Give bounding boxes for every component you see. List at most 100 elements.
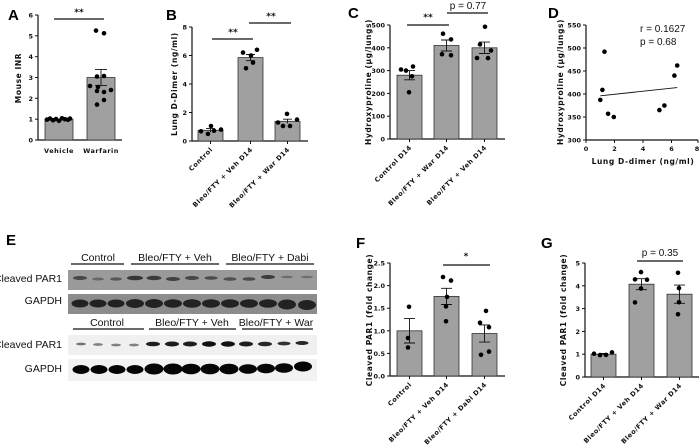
panel-e: E Control Bleo/FTY + Veh Bleo/FTY + Dabi… <box>0 232 317 381</box>
panel-letter-b: B <box>166 7 177 24</box>
sig-label-a: ** <box>74 8 84 18</box>
svg-text:6: 6 <box>28 12 33 20</box>
sig-label-b1: ** <box>228 28 238 38</box>
panel-b: B Lung D-Dimer (ng/ml) 0 2 4 6 8 ** <box>166 7 308 210</box>
bar-c-veh <box>471 47 498 140</box>
svg-text:0: 0 <box>575 374 580 382</box>
y-ticks-g: 0 1 2 3 4 5 <box>575 260 585 382</box>
svg-text:350: 350 <box>567 114 581 122</box>
blot-top-par1-membrane <box>68 270 317 290</box>
correlation-r: r = 0.1627 <box>640 24 686 35</box>
svg-text:0.5: 0.5 <box>373 350 385 358</box>
points-c <box>398 24 494 95</box>
bar-f-veh <box>433 295 460 377</box>
sig-label-c1: ** <box>423 13 433 23</box>
x-ticks-g <box>603 377 680 380</box>
svg-text:3: 3 <box>28 74 33 82</box>
panel-letter-d: D <box>548 5 559 22</box>
svg-text:4: 4 <box>641 145 646 153</box>
blot-top-group-dabi: Bleo/FTY + Dabi <box>231 252 308 264</box>
blot-bottom-gapdh-bands <box>72 361 312 375</box>
y-ticks-c: 0 100 200 300 400 500 <box>371 22 390 144</box>
panel-letter-c: C <box>348 5 359 22</box>
svg-text:0: 0 <box>28 137 33 145</box>
svg-text:1: 1 <box>575 351 580 359</box>
svg-text:5: 5 <box>28 32 33 40</box>
svg-text:4: 4 <box>28 53 33 61</box>
blot-top-par1-bands <box>73 275 313 281</box>
category-f-control: Control <box>386 381 413 408</box>
svg-text:4: 4 <box>182 81 187 89</box>
svg-text:0: 0 <box>584 145 589 153</box>
y-axis-label-f: Cleaved PAR1 (fold change) <box>365 254 374 386</box>
blot-bottom-group-control: Control <box>90 317 124 329</box>
svg-text:2: 2 <box>182 109 187 117</box>
svg-text:8: 8 <box>182 24 187 32</box>
category-g-control: Control D14 <box>567 382 607 422</box>
x-ticks-c <box>409 139 485 142</box>
svg-text:6: 6 <box>669 145 674 153</box>
y-axis-label-b: Lung D-Dimer (ng/ml) <box>170 32 179 136</box>
svg-text:200: 200 <box>371 90 385 98</box>
points-g <box>591 269 682 358</box>
svg-text:2: 2 <box>575 328 580 336</box>
sig-label-f: * <box>464 252 469 262</box>
svg-text:6: 6 <box>182 52 187 60</box>
category-f-dabi: Bleo/FTY + Dabi D14 <box>423 381 489 447</box>
bar-g-control <box>590 353 617 378</box>
category-b-control: Control <box>187 146 214 173</box>
svg-text:300: 300 <box>567 137 581 145</box>
svg-text:400: 400 <box>371 44 385 52</box>
points-d <box>598 49 680 120</box>
category-c-war: Bleo/FTY + War D14 <box>387 144 451 208</box>
bar-g-war <box>666 293 693 378</box>
svg-text:2: 2 <box>28 95 33 103</box>
svg-text:1.5: 1.5 <box>373 305 385 313</box>
bar-c-war <box>433 45 460 140</box>
sig-label-g: p = 0.35 <box>642 248 679 259</box>
svg-text:0: 0 <box>182 138 187 146</box>
y-ticks-a: 0 1 2 3 4 5 6 <box>28 12 38 145</box>
category-b-war: Bleo/FTY + War D14 <box>228 146 292 210</box>
svg-text:550: 550 <box>567 22 581 30</box>
svg-text:8: 8 <box>695 145 700 153</box>
category-warfarin: Warfarin <box>83 147 119 155</box>
correlation-p: p = 0.68 <box>640 37 677 48</box>
svg-text:5: 5 <box>575 260 580 268</box>
svg-text:3: 3 <box>575 305 580 313</box>
blot-top-gapdh-bands <box>71 299 316 310</box>
panel-letter-a: A <box>8 7 19 24</box>
bar-g-veh <box>628 283 655 378</box>
y-ticks-d: 300 350 400 450 500 550 <box>567 22 586 145</box>
svg-text:1.0: 1.0 <box>373 327 385 335</box>
y-axis-label-c: Hydroxyproline (µg/lungs) <box>364 19 373 145</box>
svg-text:500: 500 <box>567 45 581 53</box>
panel-letter-e: E <box>6 232 16 249</box>
svg-text:2.0: 2.0 <box>373 282 385 290</box>
svg-text:2: 2 <box>612 145 617 153</box>
blot-top-row-gapdh: GAPDH <box>25 295 62 307</box>
svg-text:0.0: 0.0 <box>373 373 385 381</box>
points-b <box>198 47 300 137</box>
svg-text:500: 500 <box>371 22 385 30</box>
y-ticks-b: 0 2 4 6 8 <box>182 24 192 146</box>
panel-letter-f: F <box>356 235 365 252</box>
regression-line <box>600 87 678 97</box>
blot-bottom-row-gapdh: GAPDH <box>25 363 62 375</box>
panel-g: G Cleaved PAR1 (fold change) 0 1 2 3 4 5 <box>541 235 699 446</box>
x-ticks-f <box>409 376 485 379</box>
svg-text:450: 450 <box>567 68 581 76</box>
panel-d: D Hydroxyproline (µg/lungs) 300 350 400 … <box>548 5 700 166</box>
category-c-control: Control D14 <box>373 144 413 184</box>
blot-top-group-veh: Bleo/FTY + Veh <box>138 252 212 264</box>
blot-bottom-group-veh: Bleo/FTY + Veh <box>155 317 229 329</box>
points-f <box>405 274 492 358</box>
blot-bottom-par1-bands <box>76 341 309 347</box>
category-vehicle: Vehicle <box>44 147 74 155</box>
y-ticks-f: 0.0 0.5 1.0 1.5 2.0 2.5 <box>373 260 390 381</box>
sig-label-b2: ** <box>266 12 276 22</box>
y-axis-label-g: Cleaved PAR1 (fold change) <box>559 254 568 386</box>
blot-top-group-control: Control <box>81 252 115 264</box>
svg-text:100: 100 <box>371 113 385 121</box>
